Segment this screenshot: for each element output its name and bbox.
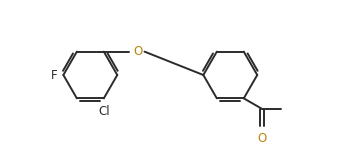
Text: O: O (257, 132, 266, 145)
Text: O: O (134, 45, 143, 58)
Text: Cl: Cl (99, 105, 110, 118)
Text: F: F (50, 69, 57, 81)
